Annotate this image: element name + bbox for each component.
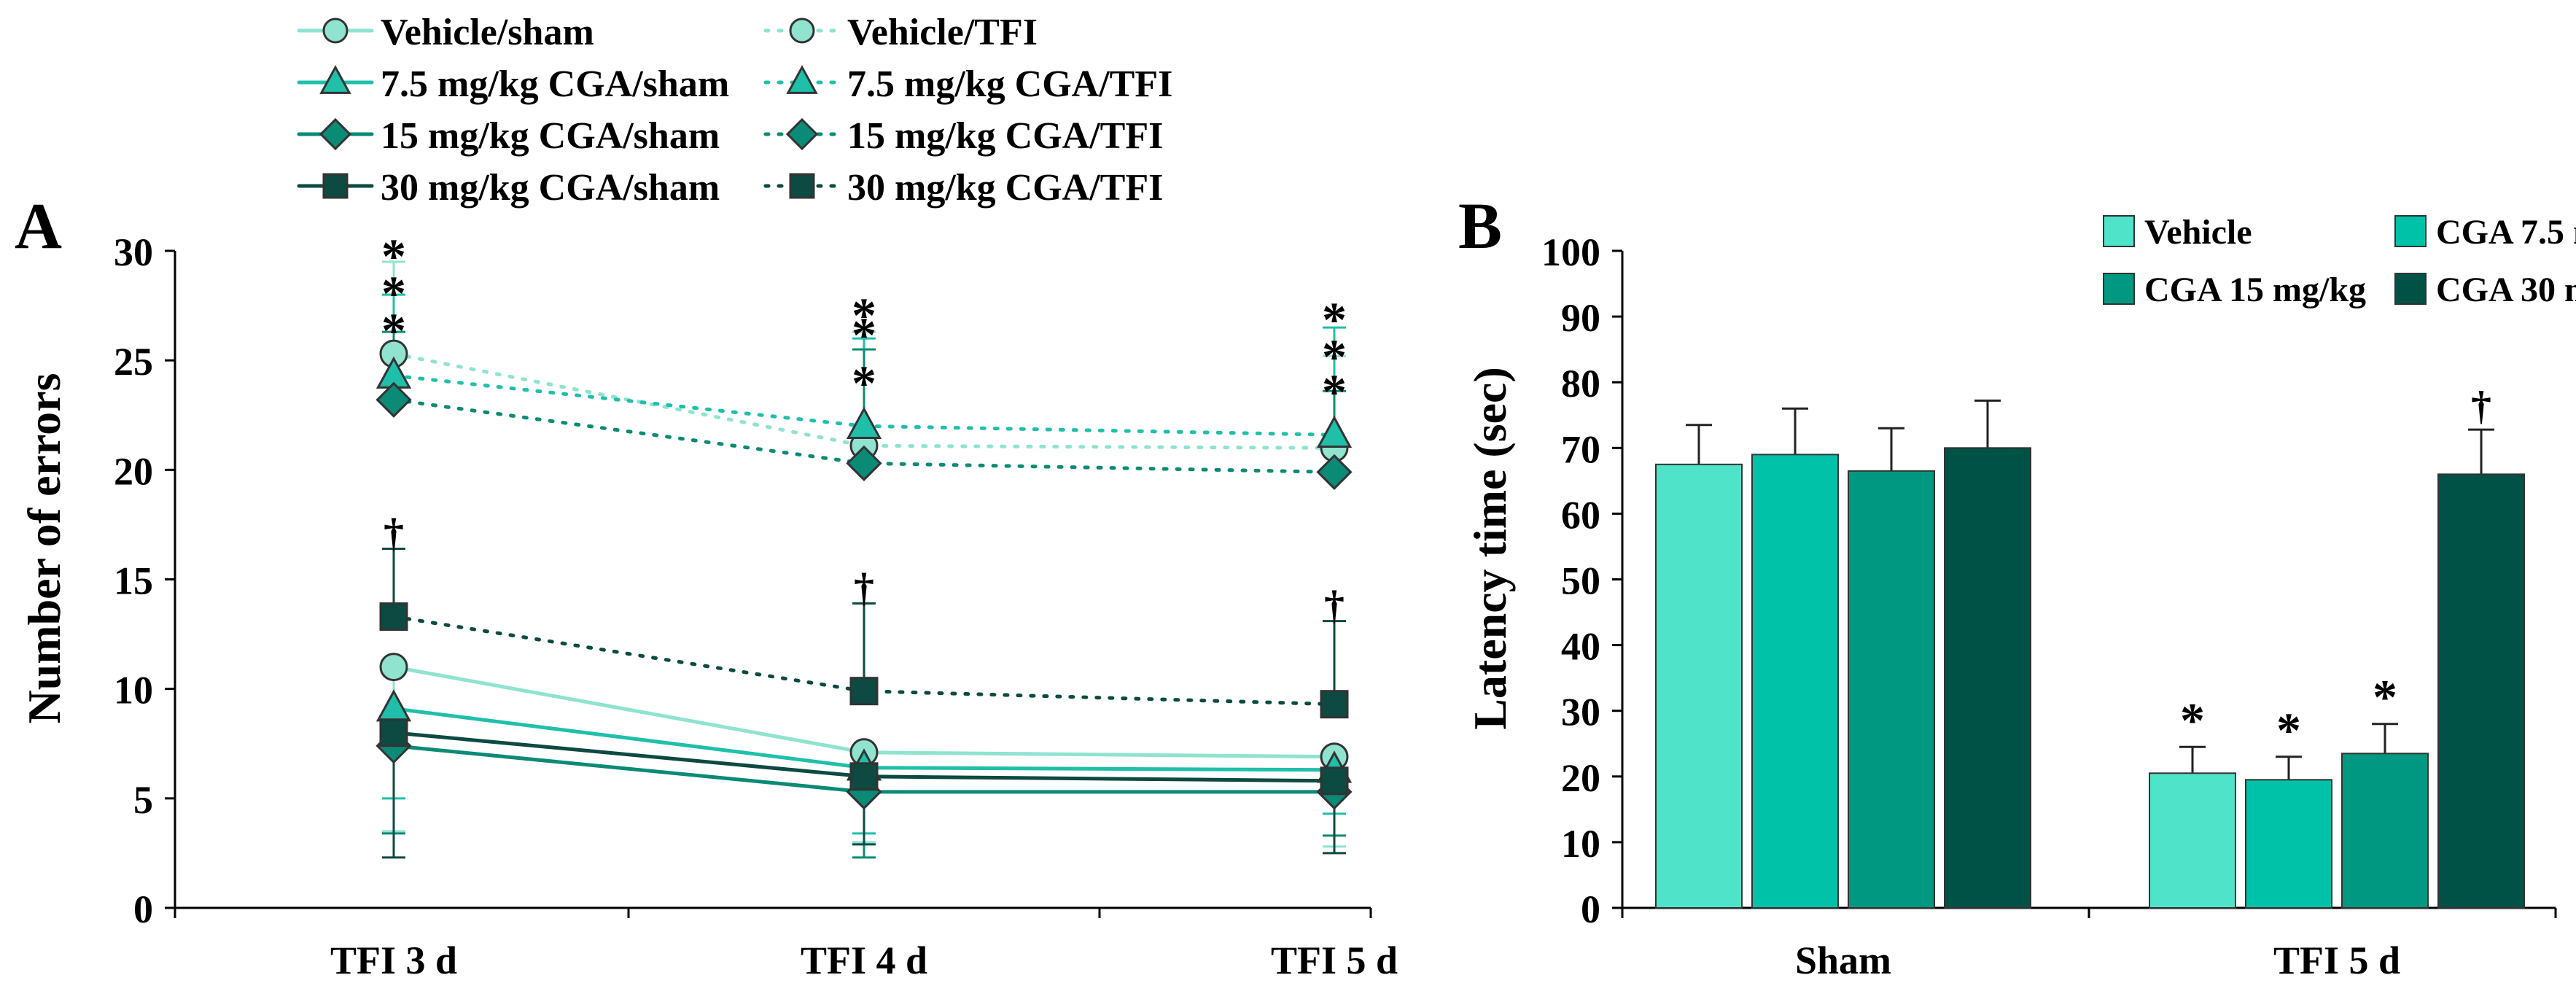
y-tick-label: 90: [1561, 296, 1600, 340]
y-tick-label: 30: [1561, 691, 1600, 734]
data-point: [375, 689, 412, 722]
y-tick-label: 50: [1561, 559, 1600, 603]
data-point: [375, 381, 412, 418]
legend-marker: [319, 117, 352, 151]
y-tick-label: 0: [1581, 887, 1600, 931]
legend-swatch: [2103, 273, 2135, 305]
x-tick-label: TFI 5 d: [1271, 939, 1398, 982]
significance-marker: *: [852, 355, 876, 411]
x-tick-label: TFI 3 d: [330, 939, 457, 982]
significance-marker: *: [2373, 669, 2397, 725]
significance-marker: *: [381, 228, 406, 284]
panel-a-legend: Vehicle/sham 7.5 mg/kg CGA/sham 15 mg/kg C…: [297, 12, 1172, 209]
bar: [2437, 473, 2525, 909]
data-point: [846, 445, 882, 481]
bar: [1655, 463, 1743, 909]
data-point: [379, 653, 408, 682]
y-tick-label: 80: [1561, 362, 1600, 405]
y-tick-label: 5: [133, 778, 153, 822]
legend-swatch: [2394, 273, 2427, 305]
panel-b: B Latency time (sec) Vehicle CGA 7.5 mg/k…: [1458, 190, 2576, 982]
legend-label: 7.5 mg/kg CGA/TFI: [847, 63, 1172, 105]
y-tick-label: 10: [114, 669, 153, 712]
y-tick-label: 100: [1541, 230, 1600, 274]
significance-marker: *: [381, 265, 406, 321]
panel-a-label: A: [15, 190, 62, 263]
y-tick-label: 10: [1561, 822, 1600, 866]
legend-label: Vehicle/TFI: [847, 12, 1038, 53]
bar: [1944, 447, 2031, 909]
legend-marker: [786, 65, 818, 94]
legend-marker: [789, 18, 815, 44]
panel-a: A Number of errors Vehicle/sham 7.5 mg/kg…: [15, 12, 1398, 982]
y-tick-label: 60: [1561, 493, 1600, 537]
significance-marker: *: [1322, 364, 1347, 419]
y-tick-label: 15: [114, 559, 153, 603]
significance-marker: †: [1324, 583, 1345, 629]
panel-b-plot-area: * * * †: [1655, 384, 2525, 909]
legend-label: Vehicle/sham: [381, 12, 594, 53]
data-point: [379, 718, 408, 747]
significance-marker: *: [1322, 329, 1347, 384]
data-point: [1316, 454, 1353, 490]
series-line: [392, 351, 1336, 450]
legend-label: CGA 15 mg/kg: [2144, 271, 2366, 309]
data-point: [1320, 690, 1349, 719]
significance-marker: *: [852, 307, 876, 362]
legend-marker: [789, 173, 815, 199]
data-point: [846, 406, 882, 439]
data-point: [849, 677, 879, 706]
x-tick-label: Sham: [1795, 939, 1891, 982]
y-tick-label: 20: [1561, 756, 1600, 800]
legend-label: 30 mg/kg CGA/sham: [381, 167, 720, 209]
legend-label: CGA 7.5 mg/kg: [2436, 213, 2576, 252]
x-tick-label: TFI 5 d: [2273, 939, 2400, 982]
y-tick-label: 70: [1561, 427, 1600, 471]
significance-marker: †: [2471, 384, 2491, 429]
y-tick-label: 40: [1561, 625, 1600, 669]
panel-b-axes: 0 10 20 30 40 50 60 70 80 90 100 Sham TFI 5 d: [1541, 230, 2557, 982]
legend-label: 7.5 mg/kg CGA/sham: [381, 63, 729, 105]
data-point: [1320, 766, 1349, 796]
panel-b-legend: Vehicle CGA 7.5 mg/kg CGA 15 mg/kg CGA 30 m…: [2103, 213, 2576, 309]
panel-a-plot-area: *** ******†† †: [375, 228, 1353, 859]
panel-b-y-axis-label: Latency time (sec): [1464, 367, 1516, 730]
bar: [1848, 470, 1935, 909]
significance-marker: *: [852, 287, 876, 343]
legend-label: CGA 30 mg/kg: [2436, 271, 2576, 309]
legend-marker: [319, 65, 351, 94]
significance-marker: †: [384, 510, 404, 556]
significance-marker: †: [854, 566, 874, 611]
x-tick-label: TFI 4 d: [801, 939, 927, 982]
legend-marker: [785, 117, 819, 151]
y-tick-label: 25: [114, 340, 153, 384]
legend-label: 15 mg/kg CGA/TFI: [847, 115, 1163, 157]
data-point: [849, 762, 879, 791]
panel-a-y-axis-label: Number of errors: [18, 373, 70, 723]
bar: [2245, 779, 2332, 909]
significance-marker: *: [2180, 692, 2205, 747]
significance-marker: *: [381, 303, 406, 358]
bar: [1751, 454, 1839, 909]
legend-swatch: [2394, 215, 2427, 247]
data-point: [379, 602, 408, 632]
y-tick-label: 30: [114, 230, 153, 274]
data-point: [1316, 415, 1353, 448]
legend-label: 30 mg/kg CGA/TFI: [847, 167, 1163, 209]
bar: [2341, 753, 2429, 909]
legend-label: Vehicle: [2144, 213, 2252, 252]
bar: [2149, 772, 2236, 909]
legend-swatch: [2103, 215, 2135, 247]
legend-marker: [322, 173, 349, 199]
panel-a-axes: 0 5 10 15 20 25 30 TFI 3 d TFI 4 d TFI 5 d: [114, 230, 1398, 982]
y-tick-label: 0: [133, 887, 153, 931]
legend-marker: [322, 18, 349, 44]
y-tick-label: 20: [114, 449, 153, 493]
legend-label: 15 mg/kg CGA/sham: [381, 115, 720, 157]
panel-b-label: B: [1458, 190, 1502, 263]
significance-marker: *: [2276, 702, 2301, 758]
significance-marker: *: [1322, 292, 1347, 347]
